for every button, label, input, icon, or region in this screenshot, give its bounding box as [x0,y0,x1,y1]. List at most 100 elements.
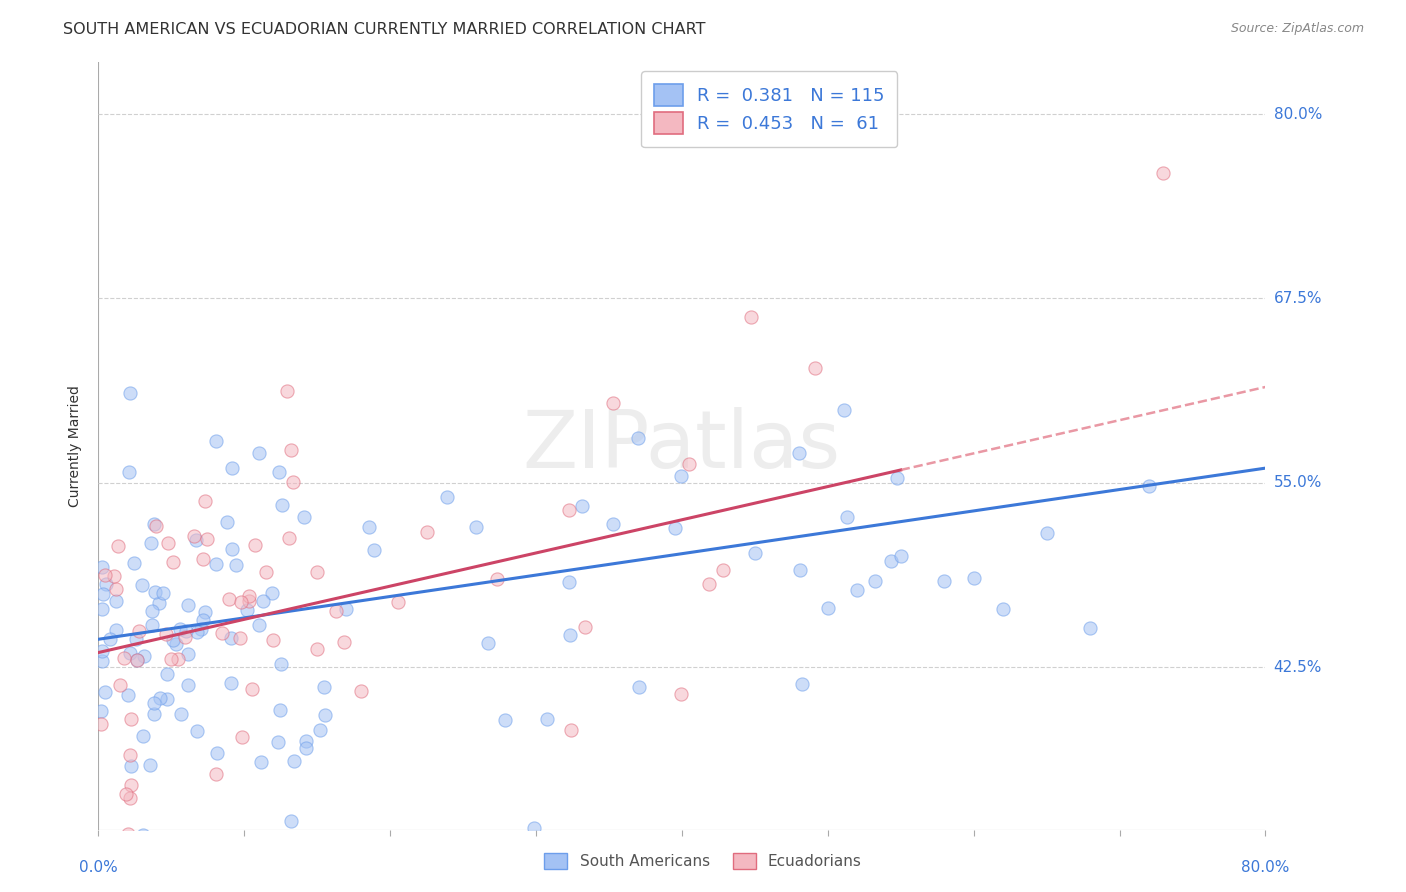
Text: ZIPatlas: ZIPatlas [523,407,841,485]
Point [131,729,153,743]
Point [143,585,166,599]
Point [93,587,115,601]
Point [243,538,266,552]
Point [262,632,284,647]
Point [628,680,651,694]
Point [669,469,692,483]
Point [177,678,200,692]
Point [276,384,298,398]
Point [186,723,208,738]
Point [678,457,700,471]
Point [117,688,139,702]
Point [174,624,197,638]
Point [165,637,187,651]
Point [464,519,486,533]
Point [309,723,332,737]
Point [271,498,294,512]
Point [236,603,259,617]
Point [231,731,253,745]
Point [228,631,250,645]
Point [120,778,142,792]
Text: SOUTH AMERICAN VS ECUADORIAN CURRENTLY MARRIED CORRELATION CHART: SOUTH AMERICAN VS ECUADORIAN CURRENTLY M… [63,22,706,37]
Point [477,636,499,650]
Point [104,623,127,637]
Point [557,575,579,590]
Point [131,578,153,592]
Point [280,442,302,457]
Point [602,517,624,532]
Point [104,594,127,608]
Point [127,653,149,667]
Point [143,696,166,710]
Point [104,582,127,597]
Point [249,756,271,770]
Point [740,310,762,324]
Point [176,598,198,612]
Text: 42.5%: 42.5% [1274,660,1322,674]
Point [846,583,869,598]
Point [162,632,184,647]
Point [194,494,217,508]
Point [270,657,292,671]
Point [934,574,956,588]
Point [193,551,215,566]
Point [485,572,508,586]
Point [626,431,648,445]
Point [699,577,721,591]
Text: Source: ZipAtlas.com: Source: ZipAtlas.com [1230,22,1364,36]
Point [359,520,381,534]
Point [125,653,148,667]
Point [91,644,114,658]
Point [120,386,142,401]
Point [139,758,162,772]
Point [494,713,516,727]
Point [880,554,903,568]
Point [280,814,302,829]
Point [157,536,180,550]
Point [305,642,328,657]
Point [252,593,274,607]
Point [169,706,191,721]
Point [204,434,226,448]
Point [186,533,208,548]
Point [149,690,172,705]
Point [335,602,357,616]
Point [1137,479,1160,493]
Point [157,831,180,846]
Point [195,533,218,547]
Point [90,716,112,731]
Point [865,574,887,589]
Point [832,403,855,417]
Point [254,565,277,579]
Point [156,692,179,706]
Point [238,593,260,607]
Text: 80.0%: 80.0% [1274,106,1322,121]
Point [190,622,212,636]
Point [247,617,270,632]
Point [669,687,692,701]
Legend: South Americans, Ecuadorians: South Americans, Ecuadorians [538,847,868,875]
Point [91,654,114,668]
Legend: R =  0.381   N = 115, R =  0.453   N =  61: R = 0.381 N = 115, R = 0.453 N = 61 [641,71,897,147]
Point [267,465,290,479]
Point [664,521,686,535]
Point [1152,166,1174,180]
Point [574,620,596,634]
Point [120,759,142,773]
Point [416,524,439,539]
Point [134,649,156,664]
Point [169,622,191,636]
Point [295,733,318,747]
Point [118,646,141,660]
Point [90,602,112,616]
Point [186,625,208,640]
Point [152,586,174,600]
Point [292,510,315,524]
Point [173,630,195,644]
Point [94,685,117,699]
Point [260,585,283,599]
Point [107,540,129,554]
Point [118,465,141,479]
Point [98,632,121,646]
Point [350,684,373,698]
